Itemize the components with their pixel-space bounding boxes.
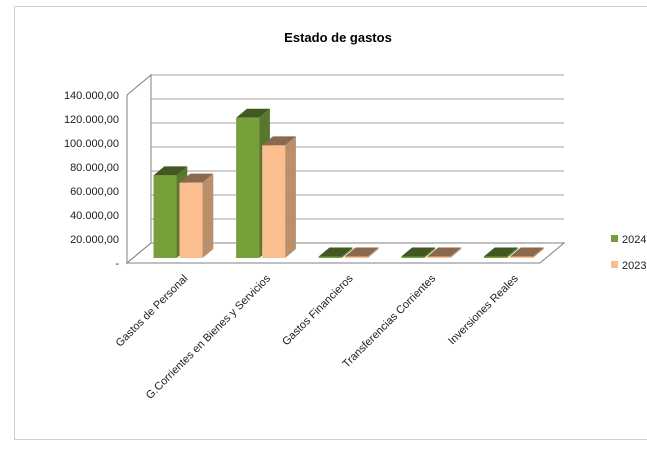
bar-front bbox=[427, 256, 451, 258]
bar-front bbox=[236, 117, 260, 258]
chart-frame bbox=[14, 6, 647, 440]
side-wall bbox=[126, 73, 152, 265]
x-category-label: Transferencias Corrientes bbox=[341, 272, 439, 370]
x-category-label: Inversiones Reales bbox=[446, 272, 521, 347]
bar-2023-0 bbox=[179, 173, 214, 258]
bar-top bbox=[427, 247, 462, 257]
y-tick-label: 100.000,00 bbox=[64, 138, 119, 150]
y-tick-label: 120.000,00 bbox=[64, 114, 119, 126]
legend-swatch bbox=[611, 235, 618, 242]
bar-side bbox=[450, 247, 462, 258]
bar-front bbox=[344, 256, 368, 258]
bar-2023-2 bbox=[344, 247, 379, 258]
bar-top bbox=[401, 247, 436, 257]
legend-label: 2024 bbox=[622, 234, 646, 246]
bar-front bbox=[318, 256, 342, 258]
bar-top bbox=[318, 247, 353, 257]
x-category-label: Gastos de Personal bbox=[114, 273, 191, 350]
bar-2023-3 bbox=[427, 247, 462, 258]
legend-layer: 2024 2023 bbox=[611, 234, 646, 272]
bar-2023-4 bbox=[509, 247, 544, 258]
bar-front bbox=[509, 256, 533, 258]
y-tick-label: 20.000,00 bbox=[70, 234, 119, 246]
y-tick-label: 40.000,00 bbox=[70, 210, 119, 222]
chart-title: Estado de gastos bbox=[284, 30, 392, 45]
bar-top bbox=[236, 108, 270, 118]
bar-2024-3 bbox=[401, 247, 436, 258]
bar-top bbox=[344, 247, 379, 257]
bar-2024-2 bbox=[318, 247, 353, 258]
bar-side bbox=[424, 247, 436, 258]
y-tick-label: 80.000,00 bbox=[70, 162, 119, 174]
bar-top bbox=[509, 247, 544, 257]
bar-top bbox=[179, 173, 214, 183]
bar-front bbox=[153, 175, 177, 258]
bar-top bbox=[483, 247, 518, 257]
bar-side bbox=[506, 247, 518, 258]
bar-top bbox=[262, 136, 296, 146]
bar-top bbox=[153, 166, 188, 176]
bar-2023-1 bbox=[262, 136, 296, 258]
gridline bbox=[126, 122, 564, 144]
y-tick-label: - bbox=[115, 258, 119, 270]
bar-side bbox=[341, 247, 353, 258]
gridline bbox=[126, 146, 564, 168]
gridline bbox=[126, 74, 564, 96]
gridline bbox=[126, 98, 564, 120]
bar-side bbox=[367, 247, 379, 258]
bar-front bbox=[483, 256, 507, 258]
bar-2024-4 bbox=[483, 247, 518, 258]
y-tick-label: 140.000,00 bbox=[64, 90, 119, 102]
bar-side bbox=[532, 247, 544, 258]
bar-front bbox=[401, 256, 425, 258]
bar-side bbox=[202, 173, 214, 258]
bar-side bbox=[285, 136, 296, 258]
legend-label: 2023 bbox=[622, 260, 646, 272]
x-category-label: Gastos Financieros bbox=[280, 272, 356, 348]
bar-front bbox=[262, 145, 286, 258]
legend-swatch bbox=[611, 261, 618, 268]
bars-layer bbox=[153, 108, 544, 258]
y-tick-label: 60.000,00 bbox=[70, 186, 119, 198]
bar-front bbox=[179, 182, 203, 258]
